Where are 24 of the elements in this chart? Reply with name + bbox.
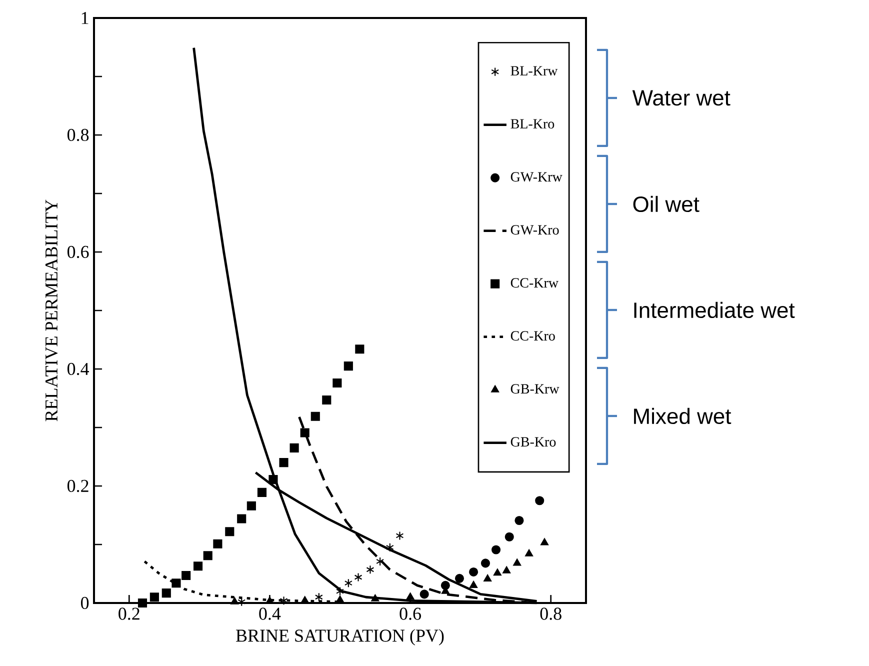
- x-tick-label: 0.2: [118, 608, 140, 620]
- y-tick-label: 0.4: [67, 362, 90, 376]
- x-tick-label: 0.8: [540, 608, 562, 620]
- legend-label: BL-Kro: [510, 119, 554, 129]
- text: Water wet: [632, 90, 730, 106]
- legend-label: GW-Krw: [510, 172, 562, 182]
- y-tick-label: 0.2: [67, 480, 88, 492]
- x-axis-title: BRINE SATURATION (PV): [236, 629, 444, 646]
- legend-label: GB-Kro: [510, 437, 556, 447]
- legend-label: BL-Krw: [510, 66, 558, 76]
- text: Intermediate wet: [634, 302, 795, 318]
- legend-label: GW-Kro: [510, 225, 559, 235]
- x-tick-label: 0.6: [400, 608, 421, 620]
- y-tick-label: 0: [80, 596, 89, 610]
- y-tick-label: 1: [82, 12, 88, 24]
- y-tick-label: 0.6: [67, 246, 89, 258]
- x-tick-label: 0.4: [259, 608, 281, 620]
- legend-label: CC-Kro: [510, 331, 555, 341]
- text: Oil wet: [633, 196, 700, 212]
- legend-label: CC-Krw: [510, 278, 558, 288]
- legend-label: GB-Krw: [510, 384, 560, 394]
- y-axis-title: RELATIVE PERMEABILITY: [45, 200, 58, 422]
- y-tick-label: 0.8: [67, 128, 89, 142]
- text: Mixed wet: [634, 408, 732, 424]
